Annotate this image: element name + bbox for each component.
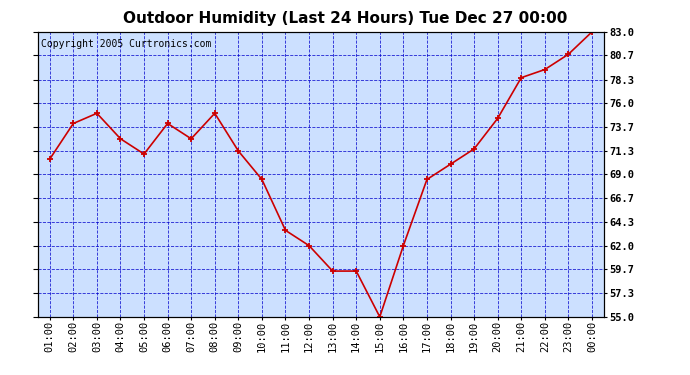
Text: Copyright 2005 Curtronics.com: Copyright 2005 Curtronics.com bbox=[41, 39, 211, 49]
Text: Outdoor Humidity (Last 24 Hours) Tue Dec 27 00:00: Outdoor Humidity (Last 24 Hours) Tue Dec… bbox=[123, 11, 567, 26]
